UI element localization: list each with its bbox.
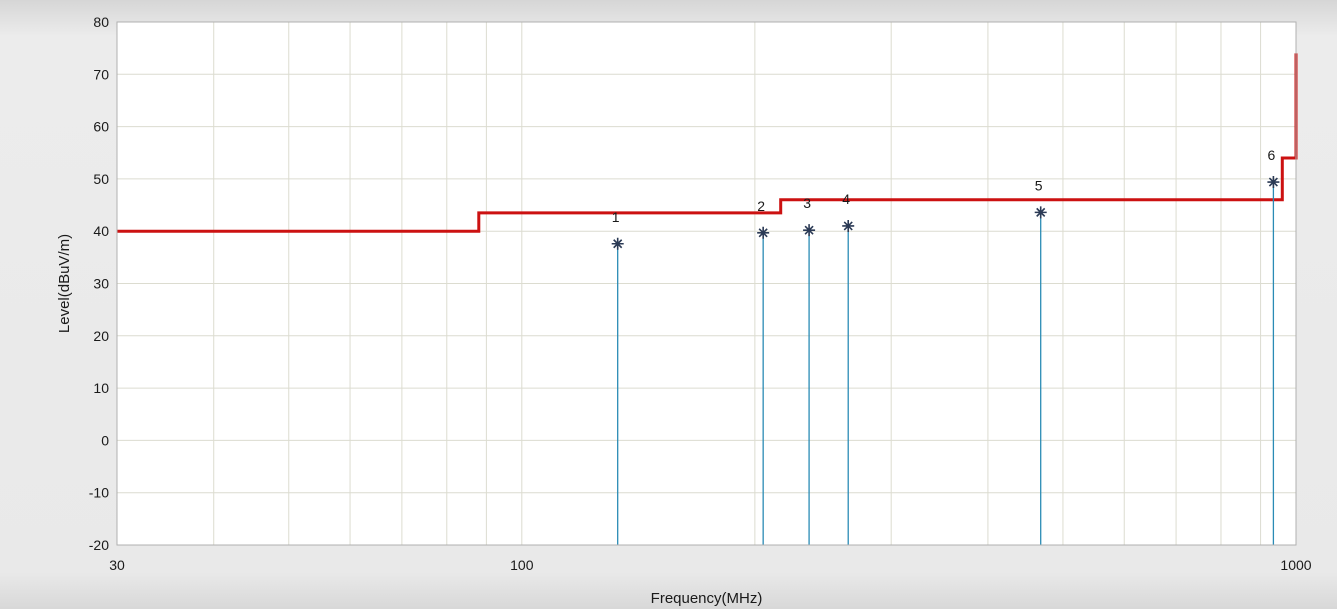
marker-label: 5 [1035, 177, 1043, 193]
y-tick-label: 0 [101, 432, 109, 448]
marker-1: 1 [611, 209, 624, 545]
limit-line [117, 53, 1298, 233]
marker-point [1267, 176, 1280, 189]
x-axis-label: Frequency(MHz) [651, 590, 763, 607]
x-tick-labels: 30 100 1000 [109, 557, 1312, 573]
x-tick-label: 1000 [1280, 557, 1311, 573]
marker-label: 1 [612, 209, 620, 225]
y-tick-label: 10 [93, 380, 109, 396]
marker-label: 6 [1268, 147, 1276, 163]
x-tick-label: 100 [510, 557, 534, 573]
y-axis-label: Level(dBuV/m) [56, 234, 73, 333]
marker-2: 2 [757, 198, 770, 545]
marker-3: 3 [803, 195, 816, 545]
marker-label: 2 [757, 198, 765, 214]
y-tick-label: 80 [93, 14, 109, 30]
marker-point [803, 224, 816, 237]
marker-label: 3 [803, 195, 811, 211]
marker-point [757, 226, 770, 239]
marker-4: 4 [842, 191, 855, 545]
marker-group: 1 2 3 4 5 6 [611, 147, 1280, 545]
marker-label: 4 [842, 191, 850, 207]
limit-line-group [117, 53, 1298, 233]
y-tick-label: -20 [89, 537, 109, 553]
marker-5: 5 [1034, 177, 1047, 545]
marker-6: 6 [1267, 147, 1280, 545]
y-tick-label: 70 [93, 66, 109, 82]
y-tick-label: 60 [93, 119, 109, 135]
y-tick-labels: -20 -10 0 10 20 30 40 50 60 70 80 [89, 14, 109, 553]
marker-point [842, 219, 855, 232]
marker-point [611, 237, 624, 250]
y-tick-label: 20 [93, 328, 109, 344]
x-tick-label: 30 [109, 557, 125, 573]
marker-point [1034, 206, 1047, 219]
plot-border [116, 21, 1297, 546]
y-tick-label: 30 [93, 276, 109, 292]
y-tick-label: -10 [89, 485, 109, 501]
y-tick-label: 40 [93, 223, 109, 239]
y-tick-label: 50 [93, 171, 109, 187]
